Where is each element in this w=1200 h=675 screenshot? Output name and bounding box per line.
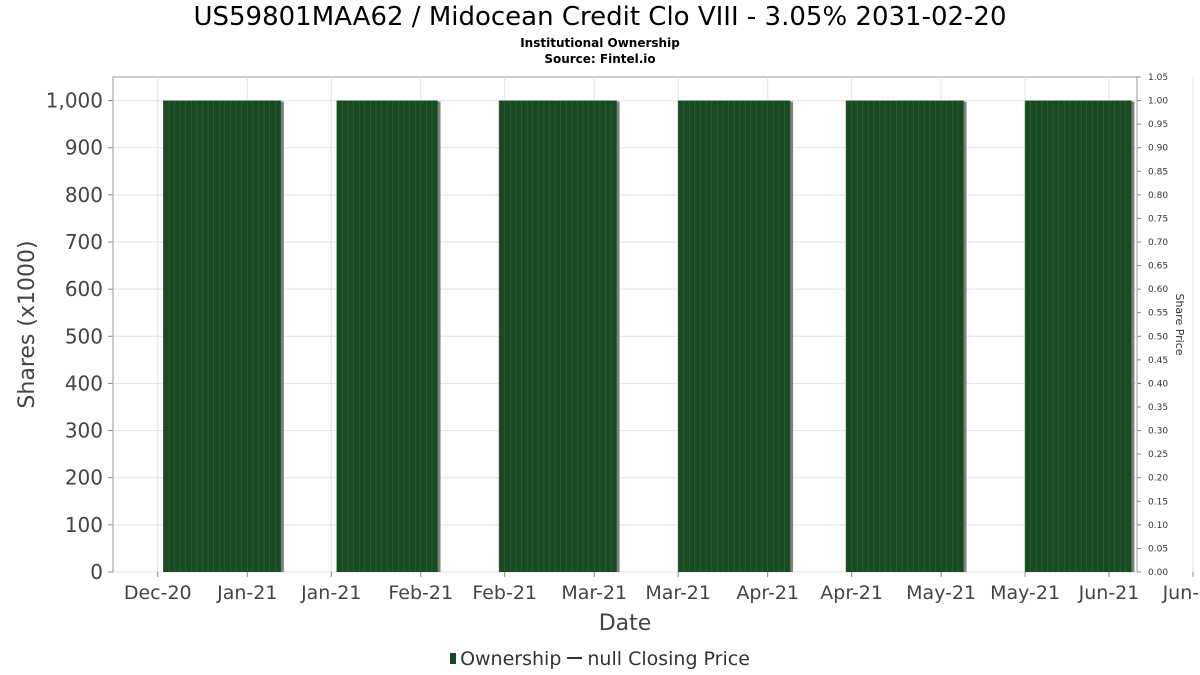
x-tick-label: Jun-21 xyxy=(1162,582,1200,604)
y2-axis-title: Share Price xyxy=(1173,293,1186,355)
x-axis-title: Date xyxy=(599,611,652,636)
price-legend-label: null Closing Price xyxy=(587,648,750,670)
y2-tick-label: 0.05 xyxy=(1148,544,1168,554)
y2-tick-label: 0.80 xyxy=(1148,191,1168,201)
x-tick-label: May-21 xyxy=(990,582,1060,604)
y2-tick-label: 0.65 xyxy=(1148,262,1168,272)
y2-tick-label: 0.30 xyxy=(1148,427,1168,437)
y2-tick-label: 1.00 xyxy=(1148,97,1168,107)
y2-tick-label: 0.95 xyxy=(1148,120,1168,130)
x-tick-label: Jan-21 xyxy=(300,582,361,604)
y2-tick-label: 0.55 xyxy=(1148,309,1168,319)
y2-tick-label: 0.45 xyxy=(1148,356,1168,366)
x-tick-label: Jan-21 xyxy=(216,582,277,604)
x-tick-label: Dec-20 xyxy=(124,582,192,604)
y2-tick-label: 0.40 xyxy=(1148,379,1168,389)
x-tick-label: May-21 xyxy=(906,582,976,604)
y-tick-label: 200 xyxy=(65,466,103,490)
ownership-bar xyxy=(846,100,964,573)
ownership-legend-swatch xyxy=(450,653,457,664)
y-axis-title: Shares (x1000) xyxy=(15,240,40,408)
x-tick-label: Feb-21 xyxy=(388,582,453,604)
y2-tick-label: 0.25 xyxy=(1148,450,1168,460)
y2-tick-label: 1.05 xyxy=(1148,73,1168,83)
y-tick-label: 500 xyxy=(65,324,103,348)
ownership-legend-label: Ownership xyxy=(460,648,562,670)
ownership-bar xyxy=(163,100,281,573)
y2-tick-label: 0.50 xyxy=(1148,332,1168,342)
x-tick-label: Mar-21 xyxy=(645,582,711,604)
y2-tick-label: 0.15 xyxy=(1148,497,1168,507)
y-tick-label: 900 xyxy=(65,136,103,160)
y-tick-label: 800 xyxy=(65,183,103,207)
y2-tick-label: 0.60 xyxy=(1148,285,1168,295)
x-tick-label: Mar-21 xyxy=(561,582,627,604)
y-tick-label: 400 xyxy=(65,371,103,395)
y-tick-label: 0 xyxy=(90,560,103,584)
y2-tick-label: 0.20 xyxy=(1148,474,1168,484)
chart-source: Source: Fintel.io xyxy=(544,52,656,66)
ownership-bar xyxy=(1025,100,1132,573)
y2-tick-label: 0.10 xyxy=(1148,521,1168,531)
y2-tick-label: 0.35 xyxy=(1148,403,1168,413)
y-tick-label: 1,000 xyxy=(46,89,103,113)
x-tick-label: Jun-21 xyxy=(1078,582,1140,604)
y-tick-label: 100 xyxy=(65,513,103,537)
y-tick-label: 700 xyxy=(65,230,103,254)
y2-tick-label: 0.70 xyxy=(1148,238,1168,248)
y2-tick-label: 0.90 xyxy=(1148,144,1168,154)
y-tick-label: 600 xyxy=(65,277,103,301)
y2-tick-label: 0.85 xyxy=(1148,167,1168,177)
ownership-bar xyxy=(499,100,617,573)
y-tick-label: 300 xyxy=(65,419,103,443)
x-tick-label: Apr-21 xyxy=(736,582,799,604)
price-legend-line xyxy=(567,657,583,659)
y2-tick-label: 0.75 xyxy=(1148,214,1168,224)
chart-title: US59801MAA62 / Midocean Credit Clo VIII … xyxy=(193,2,1007,32)
chart-subtitle: Institutional Ownership xyxy=(520,36,680,50)
chart-legend: Ownership null Closing Price xyxy=(0,648,1200,670)
x-tick-label: Apr-21 xyxy=(820,582,883,604)
y2-tick-label: 0.00 xyxy=(1148,568,1168,578)
x-tick-label: Feb-21 xyxy=(472,582,537,604)
